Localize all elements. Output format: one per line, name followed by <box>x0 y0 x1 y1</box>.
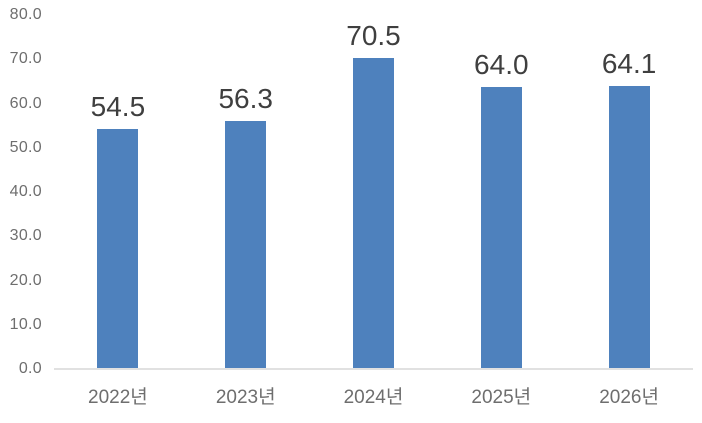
bar-value-label: 56.3 <box>218 82 273 114</box>
bar-2023년 <box>225 120 267 370</box>
y-axis-tick-label: 50.0 <box>9 138 42 156</box>
bar-2026년 <box>608 86 650 370</box>
y-axis-tick-label: 80.0 <box>9 6 42 23</box>
bar-value-label: 64.1 <box>601 48 657 80</box>
y-axis-tick-label: 10.0 <box>9 315 42 333</box>
x-axis-category-label: 2026년 <box>599 387 659 408</box>
y-axis-tick-label: 40.0 <box>9 183 42 200</box>
y-axis-tick-label: 20.0 <box>9 271 42 289</box>
bar-2024년 <box>353 58 394 370</box>
bar-value-label: 70.5 <box>346 20 401 52</box>
y-axis-tick-label: 70.0 <box>9 50 42 68</box>
bar-value-label: 64.0 <box>474 48 529 80</box>
y-axis-tick-label: 30.0 <box>9 227 42 245</box>
x-axis-line <box>54 368 693 370</box>
bar-2025년 <box>480 86 522 370</box>
bar-2022년 <box>97 128 139 370</box>
y-axis-tick-label: 0.0 <box>18 360 42 377</box>
x-axis-category-label: 2022년 <box>88 387 148 408</box>
x-axis-category-label: 2023년 <box>215 387 276 408</box>
x-axis-category-label: 2025년 <box>471 387 532 408</box>
x-axis-category-label: 2024년 <box>343 387 404 408</box>
y-axis-tick-label: 60.0 <box>9 94 42 112</box>
bar-value-label: 54.5 <box>90 90 146 122</box>
